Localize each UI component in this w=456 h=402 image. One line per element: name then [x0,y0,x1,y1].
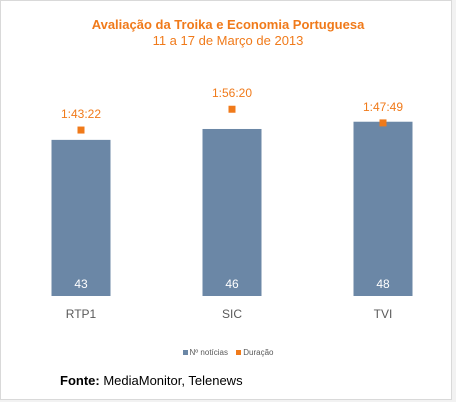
x-tick-rtp1: RTP1 [66,307,97,321]
legend-item-duracao: Duração [236,348,273,357]
bar-sic [202,128,262,296]
bar-value-tvi: 48 [376,277,390,291]
chart-legend: Nº notícias Duração [0,348,456,357]
legend-label-noticias: Nº notícias [189,348,229,357]
duration-marker-sic [228,105,236,113]
source-note: Fonte: MediaMonitor, Telenews [60,373,243,388]
legend-label-duracao: Duração [243,348,274,357]
chart-plot: 43 1:43:22 RTP1 46 1:56:20 SIC 48 1:47:49 TVI [51,86,413,321]
duration-marker-tvi [379,119,387,127]
bar-rtp1 [51,139,111,296]
duration-marker-rtp1 [77,126,85,134]
legend-item-noticias: Nº notícias [182,348,229,357]
duration-label-rtp1: 1:43:22 [61,107,101,121]
legend-swatch-noticias [182,350,188,355]
bar-value-rtp1: 43 [74,277,88,291]
chart-subtitle: 11 a 17 de Março de 2013 [152,33,304,48]
source-text: MediaMonitor, Telenews [103,373,243,388]
bar-value-sic: 46 [225,277,239,291]
source-label: Fonte: [60,373,100,388]
x-tick-sic: SIC [222,307,242,321]
bar-tvi [353,121,413,296]
duration-label-sic: 1:56:20 [212,86,252,100]
x-tick-tvi: TVI [374,307,393,321]
legend-swatch-duracao [236,350,242,355]
duration-label-tvi: 1:47:49 [363,100,403,114]
chart-title: Avaliação da Troika e Economia Portugues… [91,17,365,32]
